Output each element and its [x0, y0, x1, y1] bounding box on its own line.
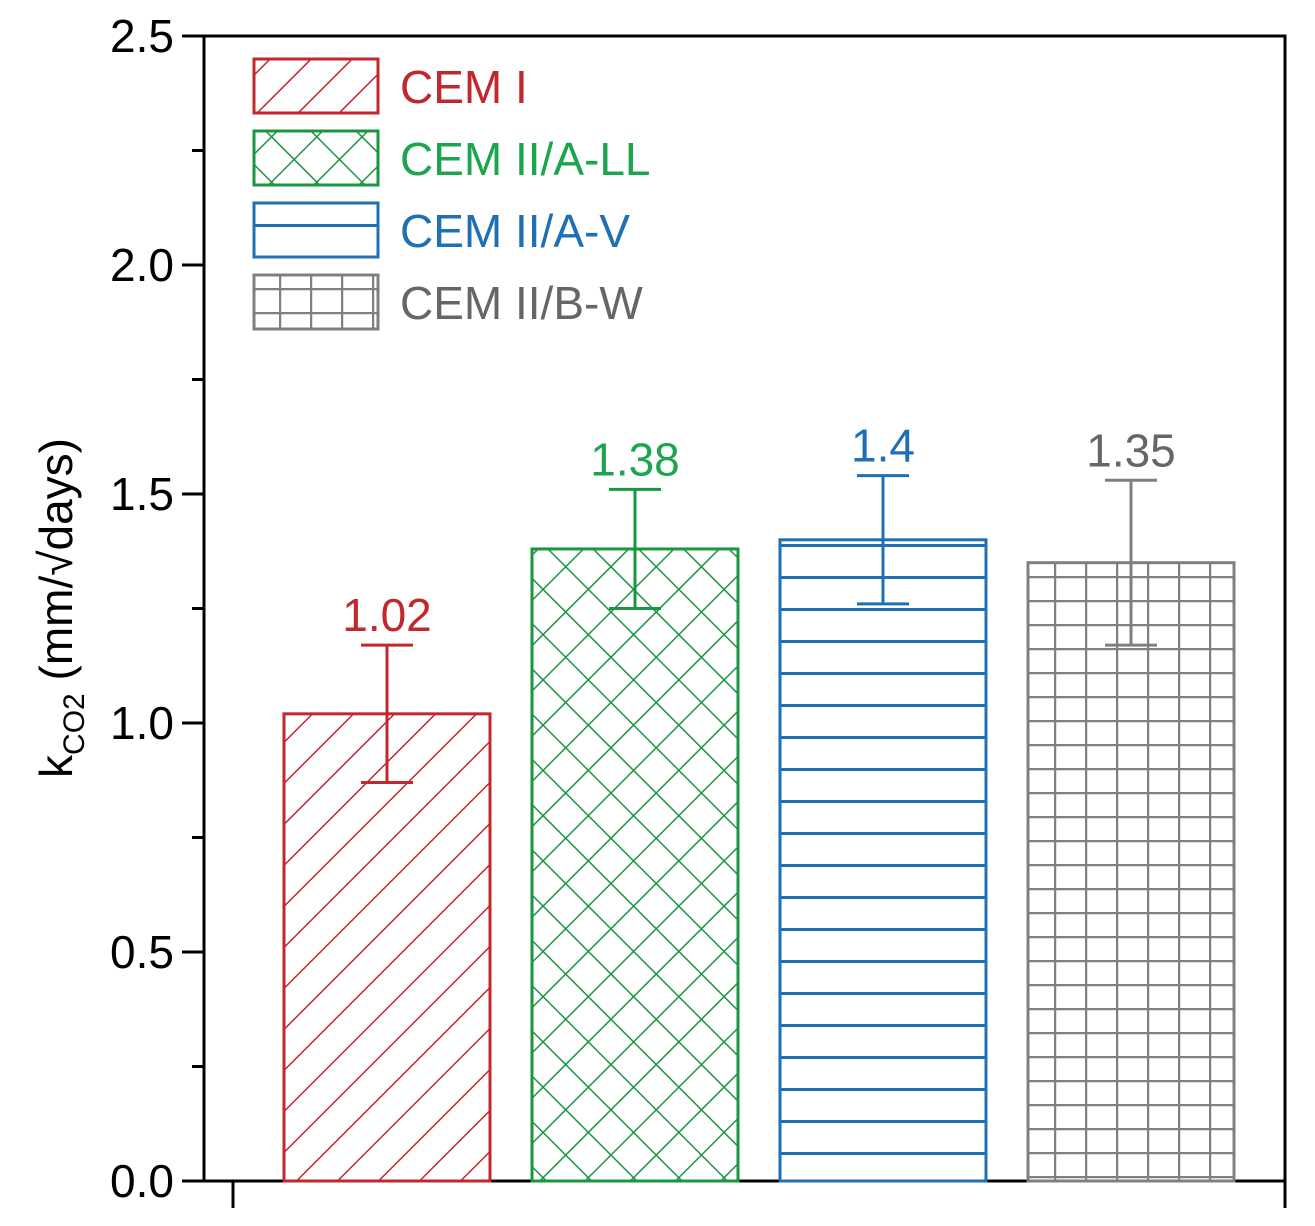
- data-label-cem-i: 1.02: [342, 589, 432, 641]
- bars-group: 1.02 1.38 1.4 1.35: [282, 420, 1236, 1183]
- legend-label-cem-ii-b-w: CEM II/B-W: [400, 277, 643, 329]
- bar-cem-ii-a-ll: [530, 547, 740, 1183]
- legend-swatch-cem-ii-b-w: [252, 273, 380, 331]
- y-tick-label: 1.0: [110, 697, 174, 749]
- bar-cem-ii-a-v: [778, 538, 988, 1183]
- legend-swatch-cem-ii-a-ll: [252, 129, 380, 187]
- y-tick-label: 2.5: [110, 10, 174, 62]
- data-label-cem-ii-b-w: 1.35: [1086, 424, 1176, 476]
- legend-label-cem-i: CEM I: [400, 61, 528, 113]
- bar-cem-ii-b-w: [1026, 561, 1236, 1183]
- legend-swatch-cem-i: [252, 57, 380, 115]
- legend-label-cem-ii-a-v: CEM II/A-V: [400, 205, 630, 257]
- y-tick-label: 0.0: [110, 1155, 174, 1207]
- data-label-cem-ii-a-ll: 1.38: [590, 433, 680, 485]
- y-tick-label: 1.5: [110, 468, 174, 520]
- data-label-cem-ii-a-v: 1.4: [851, 420, 915, 472]
- y-axis-title: kCO2 (mm/√days): [30, 438, 91, 778]
- y-axis: 0.0 0.5 1.0 1.5 2.0 2.5: [110, 10, 204, 1207]
- y-tick-label: 0.5: [110, 926, 174, 978]
- legend-label-cem-ii-a-ll: CEM II/A-LL: [400, 133, 651, 185]
- bar-cem-i: [282, 712, 492, 1183]
- legend-swatch-cem-ii-a-v: [252, 201, 380, 259]
- y-tick-label: 2.0: [110, 239, 174, 291]
- legend: CEM I CEM II/A-LL CEM II/A-V CEM II/B-W: [252, 57, 651, 331]
